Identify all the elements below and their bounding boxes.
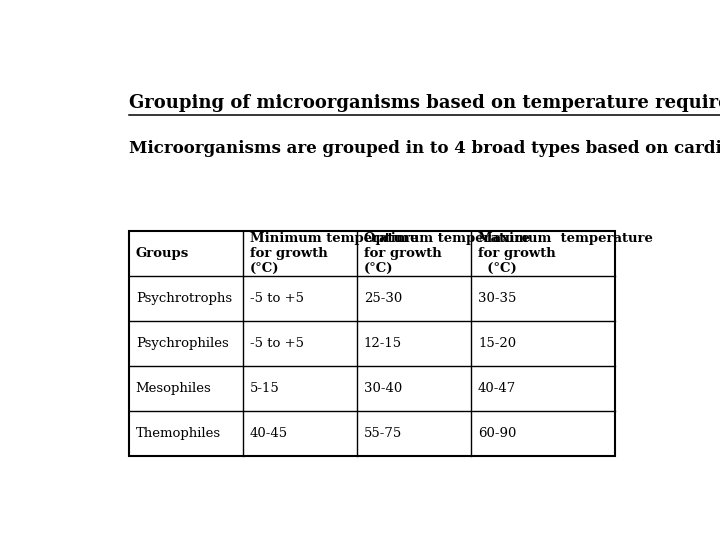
Text: Themophiles: Themophiles <box>136 427 221 440</box>
Text: Microorganisms are grouped in to 4 broad types based on cardinal temperature: Microorganisms are grouped in to 4 broad… <box>129 140 720 157</box>
Text: 25-30: 25-30 <box>364 292 402 305</box>
Text: Minimum temperature
for growth
(°C): Minimum temperature for growth (°C) <box>250 232 418 275</box>
Text: Optimum temperature
for growth
(°C): Optimum temperature for growth (°C) <box>364 232 530 275</box>
Text: 40-47: 40-47 <box>478 382 516 395</box>
Text: 5-15: 5-15 <box>250 382 279 395</box>
Text: Grouping of microorganisms based on temperature requirement for growth: Grouping of microorganisms based on temp… <box>129 94 720 112</box>
Text: 30-35: 30-35 <box>478 292 516 305</box>
Text: 55-75: 55-75 <box>364 427 402 440</box>
Text: Mesophiles: Mesophiles <box>136 382 212 395</box>
Text: 30-40: 30-40 <box>364 382 402 395</box>
Text: 40-45: 40-45 <box>250 427 288 440</box>
Text: 60-90: 60-90 <box>478 427 516 440</box>
Text: Psychrotrophs: Psychrotrophs <box>136 292 232 305</box>
Text: Maximum  temperature
for growth
  (°C): Maximum temperature for growth (°C) <box>478 232 653 275</box>
Text: Psychrophiles: Psychrophiles <box>136 337 228 350</box>
Text: -5 to +5: -5 to +5 <box>250 292 304 305</box>
Text: 12-15: 12-15 <box>364 337 402 350</box>
Text: 15-20: 15-20 <box>478 337 516 350</box>
Text: -5 to +5: -5 to +5 <box>250 337 304 350</box>
Text: Groups: Groups <box>136 247 189 260</box>
